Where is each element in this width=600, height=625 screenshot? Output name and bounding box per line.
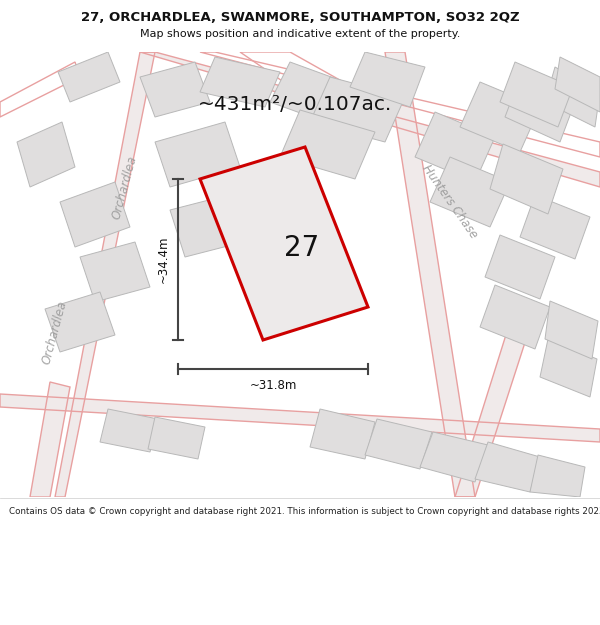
Polygon shape xyxy=(80,242,150,302)
Polygon shape xyxy=(170,192,255,257)
Text: Map shows position and indicative extent of the property.: Map shows position and indicative extent… xyxy=(140,29,460,39)
Polygon shape xyxy=(385,52,475,497)
Polygon shape xyxy=(200,57,280,107)
Text: ~431m²/~0.107ac.: ~431m²/~0.107ac. xyxy=(198,96,392,114)
Polygon shape xyxy=(155,122,240,187)
Polygon shape xyxy=(55,52,155,497)
Polygon shape xyxy=(60,182,130,247)
Polygon shape xyxy=(310,77,405,142)
Polygon shape xyxy=(485,235,555,299)
Polygon shape xyxy=(480,285,550,349)
Polygon shape xyxy=(30,382,70,497)
Polygon shape xyxy=(17,122,75,187)
Polygon shape xyxy=(460,82,540,152)
Text: ~31.8m: ~31.8m xyxy=(250,379,296,392)
Polygon shape xyxy=(350,52,425,107)
Polygon shape xyxy=(100,409,158,452)
Polygon shape xyxy=(540,339,597,397)
Text: Contains OS data © Crown copyright and database right 2021. This information is : Contains OS data © Crown copyright and d… xyxy=(9,508,600,516)
Polygon shape xyxy=(415,112,495,182)
Polygon shape xyxy=(140,52,600,187)
Text: Orchardlea: Orchardlea xyxy=(40,299,70,366)
Polygon shape xyxy=(45,292,115,352)
Text: Orchardlea: Orchardlea xyxy=(110,154,140,221)
Text: ~34.4m: ~34.4m xyxy=(157,236,170,283)
Polygon shape xyxy=(545,301,598,359)
Polygon shape xyxy=(455,322,530,497)
Text: 27: 27 xyxy=(284,234,320,262)
Polygon shape xyxy=(58,52,120,102)
Polygon shape xyxy=(430,157,510,227)
Polygon shape xyxy=(140,62,210,117)
Polygon shape xyxy=(520,195,590,259)
Polygon shape xyxy=(148,417,205,459)
Polygon shape xyxy=(505,77,575,142)
Polygon shape xyxy=(555,57,600,112)
Polygon shape xyxy=(500,62,573,127)
Polygon shape xyxy=(270,62,345,122)
Polygon shape xyxy=(365,419,432,469)
Polygon shape xyxy=(310,409,375,459)
Text: 27, ORCHARDLEA, SWANMORE, SOUTHAMPTON, SO32 2QZ: 27, ORCHARDLEA, SWANMORE, SOUTHAMPTON, S… xyxy=(80,11,520,24)
Polygon shape xyxy=(545,67,600,127)
Text: Hunters Chase: Hunters Chase xyxy=(420,162,480,241)
Polygon shape xyxy=(530,455,585,497)
Polygon shape xyxy=(420,432,488,482)
Polygon shape xyxy=(475,442,540,492)
Polygon shape xyxy=(0,394,600,442)
Polygon shape xyxy=(490,144,563,214)
Polygon shape xyxy=(280,110,375,179)
Polygon shape xyxy=(200,147,368,340)
